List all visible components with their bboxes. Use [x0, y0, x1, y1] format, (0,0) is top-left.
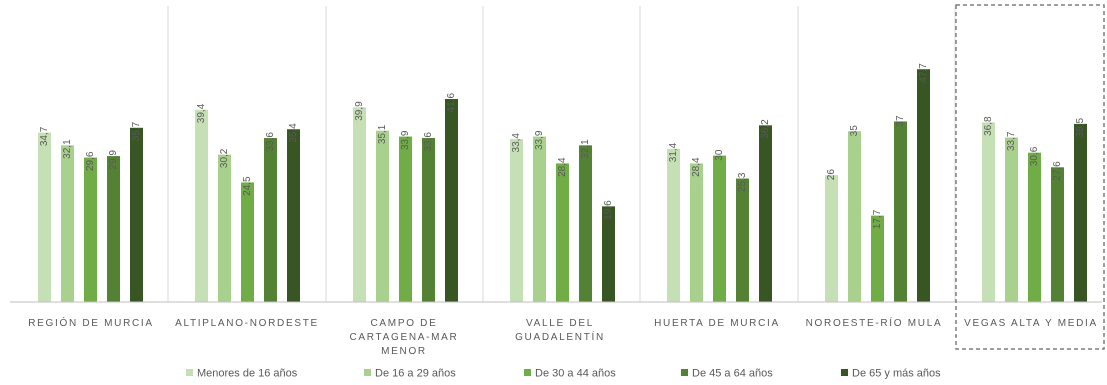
value-label-vegas-alta-y-media-menores-de-16-anos: 36,8	[983, 116, 994, 136]
value-label-huerta-de-murcia-de-65-y-mas-anos: 36,2	[760, 119, 771, 139]
legend-label-de-65-y-mas-anos: De 65 y más años	[852, 368, 941, 380]
value-label-vegas-alta-y-media-de-45-a-64-anos: 27,6	[1052, 161, 1063, 181]
bar-vegas-alta-y-media-de-45-a-64-anos	[1051, 167, 1064, 302]
value-label-valle-del-guadalentin-de-45-a-64-anos: 32,1	[580, 139, 591, 159]
category-label-campo-de-cartagena-mar-menor-line-2: CARTAGENA-MAR	[350, 332, 459, 343]
bar-region-de-murcia-menores-de-16-anos	[38, 132, 51, 302]
legend-label-de-30-a-44-anos: De 30 a 44 años	[535, 368, 616, 380]
value-label-region-de-murcia-de-16-a-29-anos: 32,1	[62, 139, 73, 159]
value-label-noroeste-rio-mula-de-65-y-mas-anos: 47,7	[918, 63, 929, 83]
bar-vegas-alta-y-media-menores-de-16-anos	[982, 122, 995, 302]
legend-label-de-45-a-64-anos: De 45 a 64 años	[692, 368, 773, 380]
bar-altiplano-nordeste-de-45-a-64-anos	[264, 138, 277, 302]
bar-valle-del-guadalentin-de-16-a-29-anos	[533, 136, 546, 302]
bar-huerta-de-murcia-de-16-a-29-anos	[690, 163, 703, 302]
legend-swatch-de-45-a-64-anos	[681, 369, 688, 376]
legend-swatch-de-30-a-44-anos	[524, 369, 531, 376]
category-label-valle-del-guadalentin-line-2: GUADALENTÍN	[515, 330, 605, 343]
bar-region-de-murcia-de-45-a-64-anos	[107, 156, 120, 302]
bar-noroeste-rio-mula-menores-de-16-anos	[825, 175, 838, 302]
value-label-valle-del-guadalentin-de-65-y-mas-anos: 19,6	[603, 200, 614, 220]
value-label-vegas-alta-y-media-de-16-a-29-anos: 33,7	[1006, 131, 1017, 151]
legend: Menores de 16 años De 16 a 29 años De 30 a…	[186, 368, 941, 380]
category-label-valle-del-guadalentin-line-1: VALLE DEL	[526, 318, 594, 329]
bar-campo-de-cartagena-mar-menor-de-16-a-29-anos	[376, 130, 389, 302]
bar-valle-del-guadalentin-de-65-y-mas-anos	[602, 206, 615, 302]
value-label-altiplano-nordeste-de-16-a-29-anos: 30,2	[219, 148, 230, 168]
bar-noroeste-rio-mula-de-65-y-mas-anos	[917, 69, 930, 302]
bar-noroeste-rio-mula-de-30-a-44-anos	[871, 215, 884, 302]
bar-noroeste-rio-mula-de-45-a-64-anos	[894, 121, 907, 302]
bar-vegas-alta-y-media-de-30-a-44-anos	[1028, 152, 1041, 302]
bar-valle-del-guadalentin-de-45-a-64-anos	[579, 145, 592, 302]
bar-huerta-de-murcia-de-30-a-44-anos	[713, 155, 726, 302]
value-label-valle-del-guadalentin-de-16-a-29-anos: 33,9	[534, 130, 545, 150]
bar-campo-de-cartagena-mar-menor-de-65-y-mas-anos	[445, 98, 458, 302]
legend-swatch-de-16-a-29-anos	[364, 369, 371, 376]
bar-vegas-alta-y-media-de-16-a-29-anos	[1005, 137, 1018, 302]
category-label-campo-de-cartagena-mar-menor-line-1: CAMPO DE	[371, 318, 438, 329]
bar-region-de-murcia-de-30-a-44-anos	[84, 157, 97, 302]
category-labels-group: REGIÓN DE MURCIA ALTIPLANO-NORDESTE CAMPO …	[28, 316, 1098, 357]
category-label-region-de-murcia: REGIÓN DE MURCIA	[28, 316, 154, 329]
value-label-vegas-alta-y-media-de-65-y-mas-anos: 36,5	[1075, 117, 1086, 137]
value-label-huerta-de-murcia-de-16-a-29-anos: 28,4	[691, 157, 702, 177]
value-label-altiplano-nordeste-menores-de-16-anos: 39,4	[196, 103, 207, 123]
value-label-altiplano-nordeste-de-45-a-64-anos: 33,6	[265, 132, 276, 152]
value-label-valle-del-guadalentin-menores-de-16-anos: 33,4	[511, 133, 522, 153]
value-label-altiplano-nordeste-de-65-y-mas-anos: 35,4	[288, 123, 299, 143]
bar-huerta-de-murcia-de-65-y-mas-anos	[759, 125, 772, 303]
bar-altiplano-nordeste-de-65-y-mas-anos	[287, 129, 300, 302]
category-label-huerta-de-murcia: HUERTA DE MURCIA	[654, 318, 780, 329]
bar-altiplano-nordeste-de-30-a-44-anos	[241, 182, 254, 302]
bar-region-de-murcia-de-16-a-29-anos	[61, 145, 74, 302]
category-label-vegas-alta-y-media: VEGAS ALTA Y MEDIA	[964, 318, 1098, 329]
value-label-noroeste-rio-mula-de-16-a-29-anos: 35	[849, 125, 860, 137]
highlight-box	[955, 4, 1105, 350]
bar-altiplano-nordeste-menores-de-16-anos	[195, 109, 208, 302]
value-label-vegas-alta-y-media-de-30-a-44-anos: 30,6	[1029, 146, 1040, 166]
bars-group	[38, 69, 1087, 303]
category-separators	[167, 6, 956, 302]
legend-label-menores-de-16-anos: Menores de 16 años	[197, 368, 298, 380]
bar-altiplano-nordeste-de-16-a-29-anos	[218, 154, 231, 302]
value-labels-group: 34,7 32,1 29,6 29,9 35,7 39,4 30,2 24,5 33,6 35,4…	[39, 63, 1086, 229]
legend-label-de-16-a-29-anos: De 16 a 29 años	[375, 368, 456, 380]
bar-huerta-de-murcia-de-45-a-64-anos	[736, 178, 749, 302]
bar-region-de-murcia-de-65-y-mas-anos	[130, 127, 143, 302]
bar-campo-de-cartagena-mar-menor-menores-de-16-anos	[353, 107, 366, 303]
value-label-huerta-de-murcia-menores-de-16-anos: 31,4	[668, 142, 679, 162]
value-label-campo-de-cartagena-mar-menor-de-45-a-64-anos: 33,6	[423, 132, 434, 152]
bar-valle-del-guadalentin-menores-de-16-anos	[510, 139, 523, 302]
category-label-altiplano-nordeste: ALTIPLANO-NORDESTE	[175, 318, 319, 329]
bar-vegas-alta-y-media-de-65-y-mas-anos	[1074, 123, 1087, 302]
value-label-campo-de-cartagena-mar-menor-de-30-a-44-anos: 33,9	[400, 130, 411, 150]
value-label-huerta-de-murcia-de-30-a-44-anos: 30	[714, 149, 725, 161]
legend-swatch-menores-de-16-anos	[186, 369, 193, 376]
category-label-campo-de-cartagena-mar-menor-line-3: MENOR	[381, 346, 427, 357]
bar-campo-de-cartagena-mar-menor-de-45-a-64-anos	[422, 138, 435, 302]
value-label-valle-del-guadalentin-de-30-a-44-anos: 28,4	[557, 157, 568, 177]
value-label-region-de-murcia-menores-de-16-anos: 34,7	[39, 126, 50, 146]
bar-campo-de-cartagena-mar-menor-de-30-a-44-anos	[399, 136, 412, 302]
value-label-huerta-de-murcia-de-45-a-64-anos: 25,3	[737, 172, 748, 192]
value-label-campo-de-cartagena-mar-menor-de-16-a-29-anos: 35,1	[377, 124, 388, 144]
bar-valle-del-guadalentin-de-30-a-44-anos	[556, 163, 569, 302]
value-label-campo-de-cartagena-mar-menor-de-65-y-mas-anos: 41,6	[446, 93, 457, 113]
value-label-region-de-murcia-de-65-y-mas-anos: 35,7	[131, 121, 142, 141]
value-label-noroeste-rio-mula-de-30-a-44-anos: 17,7	[872, 209, 883, 229]
value-label-region-de-murcia-de-45-a-64-anos: 29,9	[108, 150, 119, 170]
legend-swatch-de-65-y-mas-anos	[841, 369, 848, 376]
value-label-altiplano-nordeste-de-30-a-44-anos: 24,5	[242, 176, 253, 196]
value-label-campo-de-cartagena-mar-menor-menores-de-16-anos: 39,9	[354, 101, 365, 121]
category-label-noroeste-rio-mula: NOROESTE-RÍO MULA	[806, 316, 943, 329]
bar-huerta-de-murcia-menores-de-16-anos	[667, 148, 680, 302]
bar-noroeste-rio-mula-de-16-a-29-anos	[848, 131, 861, 302]
value-label-noroeste-rio-mula-menores-de-16-anos: 26	[826, 169, 837, 181]
value-label-region-de-murcia-de-30-a-44-anos: 29,6	[85, 151, 96, 171]
value-label-noroeste-rio-mula-de-45-a-64-anos: 37	[895, 115, 906, 127]
